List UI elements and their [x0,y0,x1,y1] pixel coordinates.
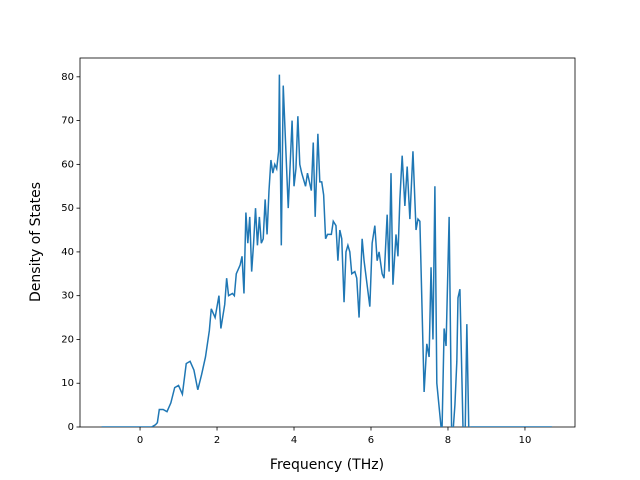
y-tick-label: 10 [61,378,74,389]
axes-frame [79,57,576,428]
x-tick-label: 8 [445,435,451,446]
x-tick-label: 10 [519,435,532,446]
y-tick-label: 40 [61,247,74,258]
y-tick-label: 60 [61,159,74,170]
x-tick-label: 0 [137,435,143,446]
x-tick-label: 2 [214,435,220,446]
y-axis-label: Density of States [28,182,44,302]
y-tick-label: 80 [61,72,74,83]
x-axis-label: Frequency (THz) [270,457,384,473]
y-tick-label: 20 [61,334,74,345]
y-tick-label: 0 [68,422,74,433]
x-tick-label: 4 [291,435,297,446]
y-tick-label: 50 [61,203,74,214]
line [101,74,552,427]
x-tick-label: 6 [368,435,374,446]
y-tick-label: 70 [61,116,74,127]
y-tick-label: 30 [61,291,74,302]
